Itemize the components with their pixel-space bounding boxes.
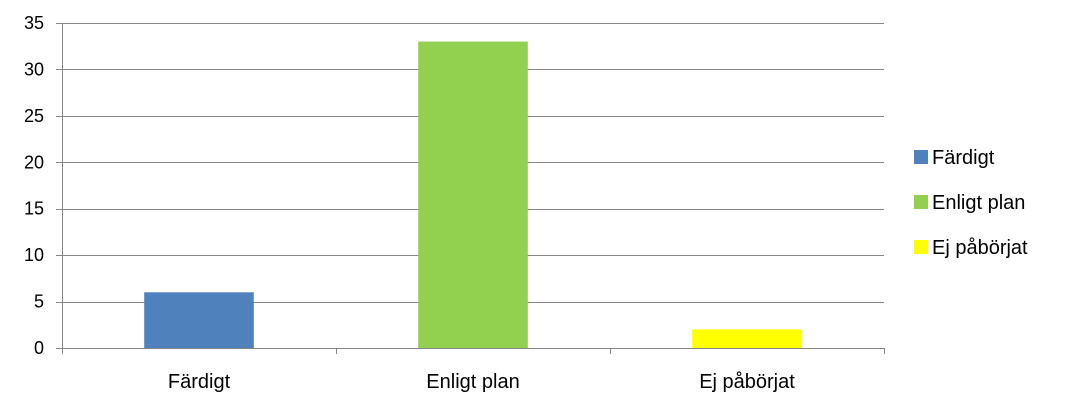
bar-1 [144, 292, 254, 348]
bar-3 [692, 329, 802, 348]
x-tick-label-2: Enligt plan [426, 371, 519, 393]
x-tick-label-3: Ej påbörjat [699, 371, 795, 393]
axes [56, 23, 885, 354]
bars [144, 41, 802, 348]
y-axis-tick-labels: 0 5 10 15 20 25 30 35 [24, 13, 44, 358]
y-tick-label-5: 5 [34, 292, 44, 312]
legend-label-2: Enligt plan [932, 192, 1025, 214]
legend-label-1: Färdigt [932, 147, 995, 169]
legend-swatch-2 [914, 195, 928, 209]
x-axis-tick-labels: Färdigt Enligt plan Ej påbörjat [168, 371, 795, 393]
legend-swatch-1 [914, 150, 928, 164]
y-tick-label-0: 0 [34, 338, 44, 358]
x-tick-label-1: Färdigt [168, 371, 231, 393]
y-tick-label-25: 25 [24, 106, 44, 126]
y-tick-label-10: 10 [24, 245, 44, 265]
y-tick-label-20: 20 [24, 152, 44, 172]
y-tick-label-15: 15 [24, 199, 44, 219]
y-tick-label-35: 35 [24, 13, 44, 33]
y-tick-label-30: 30 [24, 59, 44, 79]
legend-swatch-3 [914, 240, 928, 254]
legend: Färdigt Enligt plan Ej påbörjat [914, 147, 1028, 259]
legend-label-3: Ej påbörjat [932, 237, 1028, 259]
bar-2 [418, 41, 528, 348]
